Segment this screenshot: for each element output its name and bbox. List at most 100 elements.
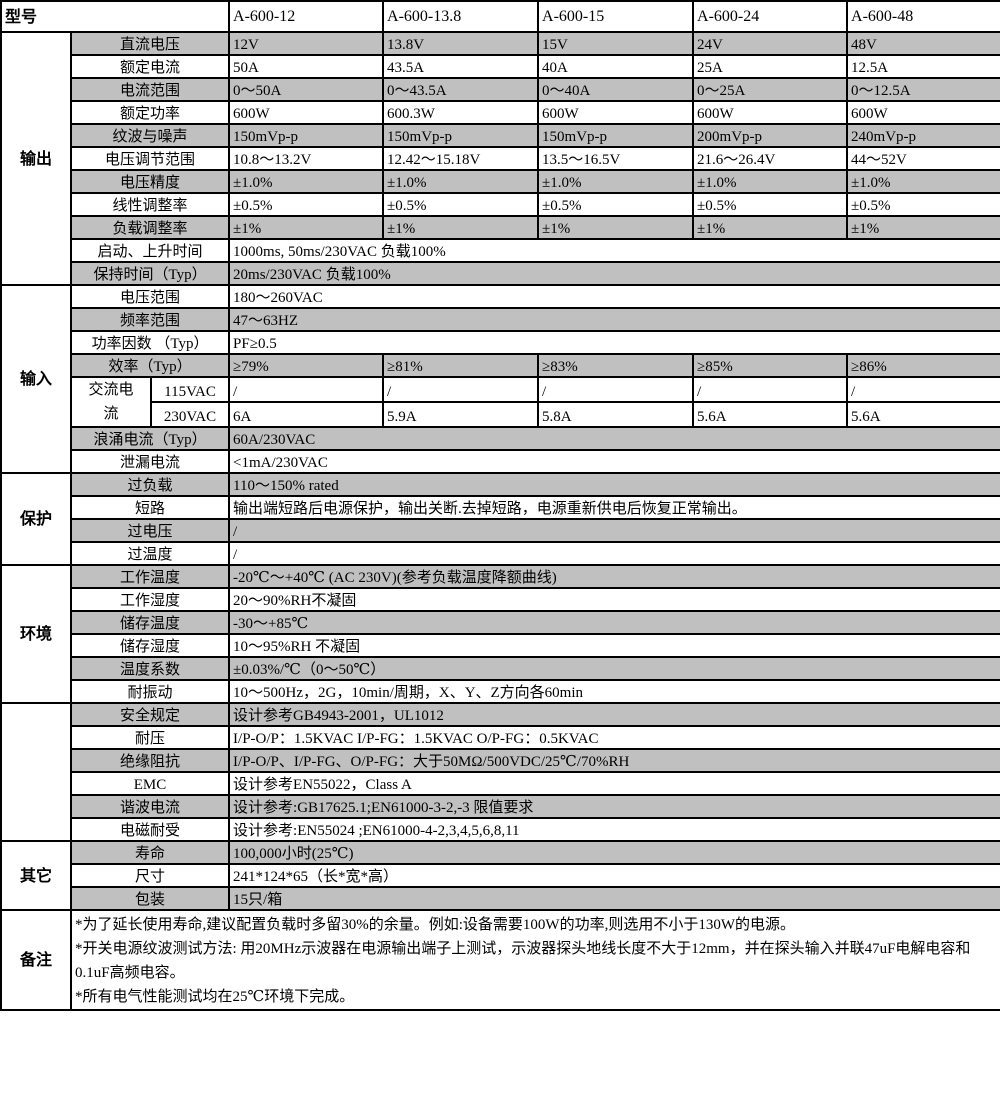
param-value: ≥83% [537, 353, 695, 378]
param-label: 过温度 [69, 541, 231, 566]
param-label: 电流范围 [69, 77, 231, 102]
param-value: 5.6A [846, 401, 1000, 428]
param-label: 安全规定 [69, 702, 231, 727]
param-value: 600W [228, 100, 385, 125]
spec-row: 电压精度 ±1.0% ±1.0% ±1.0% ±1.0% ±1.0% [1, 169, 1000, 194]
param-value: / [228, 518, 1000, 543]
param-value: ≥85% [692, 353, 849, 378]
param-label: 电压精度 [69, 169, 231, 194]
param-label: 纹波与噪声 [69, 123, 231, 148]
spec-row: 短路 输出端短路后电源保护，输出关断.去掉短路，电源重新供电后恢复正常输出。 [1, 495, 1000, 520]
spec-row: 环境 工作温度 -20℃～+40℃ (AC 230V)(参考负载温度降额曲线) [0, 564, 1000, 704]
param-value: 240mVp-p [846, 123, 1000, 148]
section-label: 输出 [0, 31, 72, 286]
param-value: 600.3W [382, 100, 540, 125]
param-value: 150mVp-p [537, 123, 695, 148]
model-header-row: 型号 A-600-12 A-600-13.8 A-600-15 A-600-24… [0, 0, 1000, 33]
model-name: A-600-12 [228, 0, 385, 33]
param-value: ±1% [846, 215, 1000, 240]
param-label: 启动、上升时间 [69, 238, 231, 263]
param-value: / [228, 541, 1000, 566]
param-value: 6A [228, 401, 385, 428]
param-value: PF≥0.5 [228, 330, 1000, 355]
param-label: 浪涌电流（Typ） [69, 426, 231, 451]
param-value: 15V [537, 31, 695, 56]
param-label: 寿命 [69, 840, 231, 865]
param-label: 谐波电流 [69, 794, 231, 819]
param-value: 输出端短路后电源保护，输出关断.去掉短路，电源重新供电后恢复正常输出。 [228, 495, 1000, 520]
param-value: I/P-O/P、I/P-FG、O/P-FG：大于50MΩ/500VDC/25℃/… [228, 748, 1000, 773]
param-value: <1mA/230VAC [228, 449, 1000, 474]
param-value: 1000ms, 50ms/230VAC 负载100% [228, 238, 1000, 263]
param-value: 12.42～15.18V [382, 146, 540, 171]
param-value: 50A [228, 54, 385, 79]
param-value: ≥86% [846, 353, 1000, 378]
param-value: -20℃～+40℃ (AC 230V)(参考负载温度降额曲线) [228, 564, 1000, 589]
param-value: ±1% [228, 215, 385, 240]
param-label: 频率范围 [69, 307, 231, 332]
param-value: 12V [228, 31, 385, 56]
param-value: 100,000小时(25℃) [228, 840, 1000, 865]
spec-row: 电磁耐受 设计参考:EN55024 ;EN61000-4-2,3,4,5,6,8,… [1, 817, 1000, 842]
param-value: 44～52V [846, 146, 1000, 171]
param-value: 110～150% rated [228, 472, 1000, 497]
param-value: ±1.0% [692, 169, 849, 194]
notes-label: 备注 [0, 909, 72, 1011]
param-label: 尺寸 [69, 863, 231, 888]
spec-row: 安全规定 设计参考GB4943-2001，UL1012 [0, 702, 1000, 842]
param-value: 200mVp-p [692, 123, 849, 148]
param-value: 15只/箱 [228, 886, 1000, 911]
spec-row: 输入 电压范围 180～260VAC [0, 284, 1000, 474]
spec-row: 线性调整率 ±0.5% ±0.5% ±0.5% ±0.5% ±0.5% [1, 192, 1000, 217]
param-label: 包装 [69, 886, 231, 911]
param-value: I/P-O/P：1.5KVAC I/P-FG：1.5KVAC O/P-FG：0.… [228, 725, 1000, 750]
param-value: 20ms/230VAC 负载100% [228, 261, 1000, 286]
param-value: 5.9A [382, 401, 540, 428]
param-value: ≥81% [382, 353, 540, 378]
param-value: 43.5A [382, 54, 540, 79]
section-label [0, 702, 72, 842]
note-line: *开关电源纹波测试方法: 用20MHz示波器在电源输出端子上测试，示波器探头地线… [75, 941, 971, 981]
param-label: 额定电流 [69, 54, 231, 79]
param-value: 10.8～13.2V [228, 146, 385, 171]
spec-row: 额定电流 50A 43.5A 40A 25A 12.5A [1, 54, 1000, 79]
spec-row: 储存湿度 10～95%RH 不凝固 [1, 633, 1000, 658]
spec-row: 包装 15只/箱 [1, 886, 1000, 911]
param-value: 24V [692, 31, 849, 56]
section-label: 环境 [0, 564, 72, 704]
spec-row: 输出 直流电压 12V 13.8V 15V 24V 48V [0, 31, 1000, 286]
param-label: 线性调整率 [69, 192, 231, 217]
spec-row: 工作湿度 20～90%RH不凝固 [1, 587, 1000, 612]
param-value: / [692, 376, 849, 403]
param-value: 40A [537, 54, 695, 79]
note-line: *所有电气性能测试均在25℃环境下完成。 [75, 989, 355, 1005]
param-group-label: 交流电流 [70, 376, 152, 428]
spec-row: 尺寸 241*124*65（长*宽*高） [1, 863, 1000, 888]
spec-row: 保持时间（Typ） 20ms/230VAC 负载100% [1, 261, 1000, 286]
spec-row: 额定功率 600W 600.3W 600W 600W 600W [1, 100, 1000, 125]
param-label: 工作湿度 [69, 587, 231, 612]
param-value: ±0.5% [382, 192, 540, 217]
param-label: 耐振动 [69, 679, 231, 704]
param-value: 150mVp-p [382, 123, 540, 148]
param-label: 负载调整率 [69, 215, 231, 240]
spec-row: 230VAC 6A 5.9A 5.8A 5.6A 5.6A [1, 401, 1000, 428]
model-name: A-600-13.8 [382, 0, 540, 33]
param-value: 241*124*65（长*宽*高） [228, 863, 1000, 888]
spec-table: 型号 A-600-12 A-600-13.8 A-600-15 A-600-24… [0, 0, 1000, 1011]
param-sublabel: 115VAC [149, 376, 231, 403]
notes-row: 备注 *为了延长使用寿命,建议配置负载时多留30%的余量。例如:设备需要100W的… [0, 909, 1000, 1011]
param-value: 设计参考:GB17625.1;EN61000-3-2,-3 限值要求 [228, 794, 1000, 819]
param-value: / [537, 376, 695, 403]
param-label: 功率因数 （Typ） [69, 330, 231, 355]
spec-row: 浪涌电流（Typ） 60A/230VAC [1, 426, 1000, 451]
notes-content: *为了延长使用寿命,建议配置负载时多留30%的余量。例如:设备需要100W的功率… [69, 909, 1000, 1011]
param-label: 电压范围 [69, 284, 231, 309]
param-value: 47～63HZ [228, 307, 1000, 332]
param-value: 12.5A [846, 54, 1000, 79]
param-value: 0～12.5A [846, 77, 1000, 102]
param-label: 温度系数 [69, 656, 231, 681]
param-label: EMC [69, 771, 231, 796]
spec-row: 储存温度 -30～+85℃ [1, 610, 1000, 635]
param-value: 600W [846, 100, 1000, 125]
